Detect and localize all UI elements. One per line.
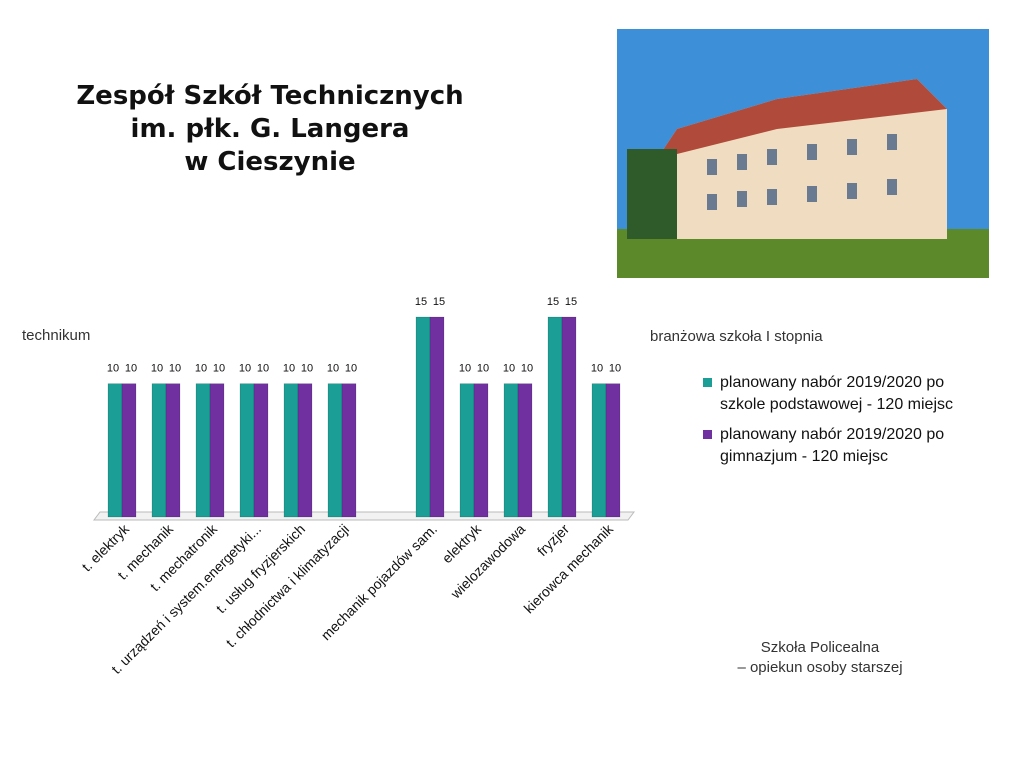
legend-label: planowany nabór 2019/2020 po gimnazjum -… xyxy=(720,426,945,465)
bar xyxy=(283,383,299,518)
data-label: 10 xyxy=(301,363,313,375)
data-label: 10 xyxy=(477,363,489,375)
data-label: 10 xyxy=(591,363,603,375)
legend-item: planowany nabór 2019/2020 po szkole pods… xyxy=(703,372,963,416)
slide-title: Zespół Szkół Technicznych im. płk. G. La… xyxy=(30,80,510,179)
data-label: 10 xyxy=(345,363,357,375)
bar xyxy=(121,383,137,518)
data-label: 15 xyxy=(565,296,577,308)
bar xyxy=(297,383,313,518)
data-label: 10 xyxy=(459,363,471,375)
bar xyxy=(327,383,343,518)
bar xyxy=(547,316,563,518)
data-label: 15 xyxy=(433,296,445,308)
data-label: 10 xyxy=(609,363,621,375)
bar xyxy=(165,383,181,518)
legend: planowany nabór 2019/2020 po szkole pods… xyxy=(703,372,963,476)
data-label: 10 xyxy=(169,363,181,375)
bar xyxy=(341,383,357,518)
title-line: Zespół Szkół Technicznych xyxy=(76,81,464,111)
bar xyxy=(473,383,489,518)
legend-swatch xyxy=(703,378,712,387)
legend-label: planowany nabór 2019/2020 po szkole pods… xyxy=(720,374,953,413)
data-label: 10 xyxy=(257,363,269,375)
bar xyxy=(503,383,519,518)
note-line: Szkoła Policealna xyxy=(760,639,880,656)
school-photo xyxy=(617,29,989,278)
title-line: im. płk. G. Langera xyxy=(130,114,410,144)
data-label: 10 xyxy=(239,363,251,375)
data-label: 10 xyxy=(107,363,119,375)
bar xyxy=(239,383,255,518)
bar xyxy=(517,383,533,518)
data-label: 15 xyxy=(547,296,559,308)
title-line: w Cieszynie xyxy=(184,147,356,177)
data-label: 10 xyxy=(283,363,295,375)
data-label: 10 xyxy=(213,363,225,375)
bar xyxy=(429,316,445,518)
data-label: 10 xyxy=(503,363,515,375)
legend-item: planowany nabór 2019/2020 po gimnazjum -… xyxy=(703,424,963,468)
note-line: – opiekun osoby starszej xyxy=(737,659,903,676)
data-label: 10 xyxy=(521,363,533,375)
bar xyxy=(605,383,621,518)
bar xyxy=(591,383,607,518)
annotation: branżowa szkoła I stopnia xyxy=(650,328,823,345)
x-tick-label: fryzjer xyxy=(534,521,573,560)
bar xyxy=(415,316,431,518)
bar xyxy=(195,383,211,518)
legend-swatch xyxy=(703,430,712,439)
x-tick-label: wielozawodowa xyxy=(447,521,529,603)
chart-floor xyxy=(93,511,635,521)
bar xyxy=(107,383,123,518)
annotation: technikum xyxy=(22,327,90,344)
bar xyxy=(253,383,269,518)
bar xyxy=(561,316,577,518)
data-label: 10 xyxy=(195,363,207,375)
data-label: 10 xyxy=(125,363,137,375)
bar xyxy=(459,383,475,518)
data-label: 10 xyxy=(151,363,163,375)
bar xyxy=(151,383,167,518)
note: Szkoła Policealna – opiekun osoby starsz… xyxy=(700,638,940,678)
bar xyxy=(209,383,225,518)
data-label: 10 xyxy=(327,363,339,375)
data-label: 15 xyxy=(415,296,427,308)
